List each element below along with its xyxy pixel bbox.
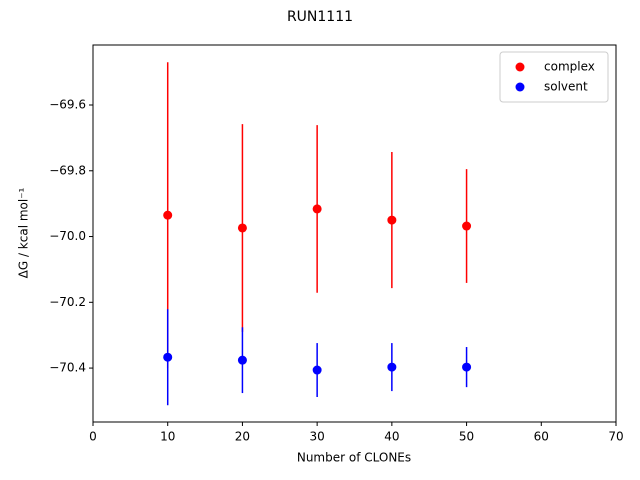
legend-box xyxy=(499,51,609,103)
point xyxy=(387,362,397,372)
legend-label: complex xyxy=(544,60,595,74)
plot-frame xyxy=(92,44,617,423)
y-tick-label: −69.8 xyxy=(49,163,86,177)
x-tick-label: 0 xyxy=(89,430,97,444)
point xyxy=(462,362,472,372)
x-tick-label: 30 xyxy=(310,430,325,444)
x-tick-label: 20 xyxy=(235,430,250,444)
y-axis-label: ΔG / kcal mol⁻¹ xyxy=(17,187,31,278)
x-tick-label: 50 xyxy=(459,430,474,444)
point xyxy=(387,215,397,225)
legend-marker xyxy=(515,82,525,92)
point xyxy=(237,355,247,365)
point xyxy=(462,221,472,231)
point xyxy=(163,210,173,220)
point xyxy=(237,223,247,233)
y-tick-label: −70.0 xyxy=(49,229,86,243)
x-tick-label: 60 xyxy=(534,430,549,444)
y-tick-label: −70.2 xyxy=(49,295,86,309)
legend-label: solvent xyxy=(544,80,588,94)
legend-marker xyxy=(515,62,525,72)
point xyxy=(312,365,322,375)
x-tick-label: 70 xyxy=(608,430,623,444)
x-tick-label: 40 xyxy=(384,430,399,444)
point xyxy=(312,204,322,214)
chart-title: RUN1111 xyxy=(287,9,353,25)
point xyxy=(163,352,173,362)
x-axis-label: Number of CLONEs xyxy=(297,451,411,465)
y-tick-label: −70.4 xyxy=(49,361,86,375)
x-tick-label: 10 xyxy=(160,430,175,444)
y-tick-label: −69.6 xyxy=(49,98,86,112)
